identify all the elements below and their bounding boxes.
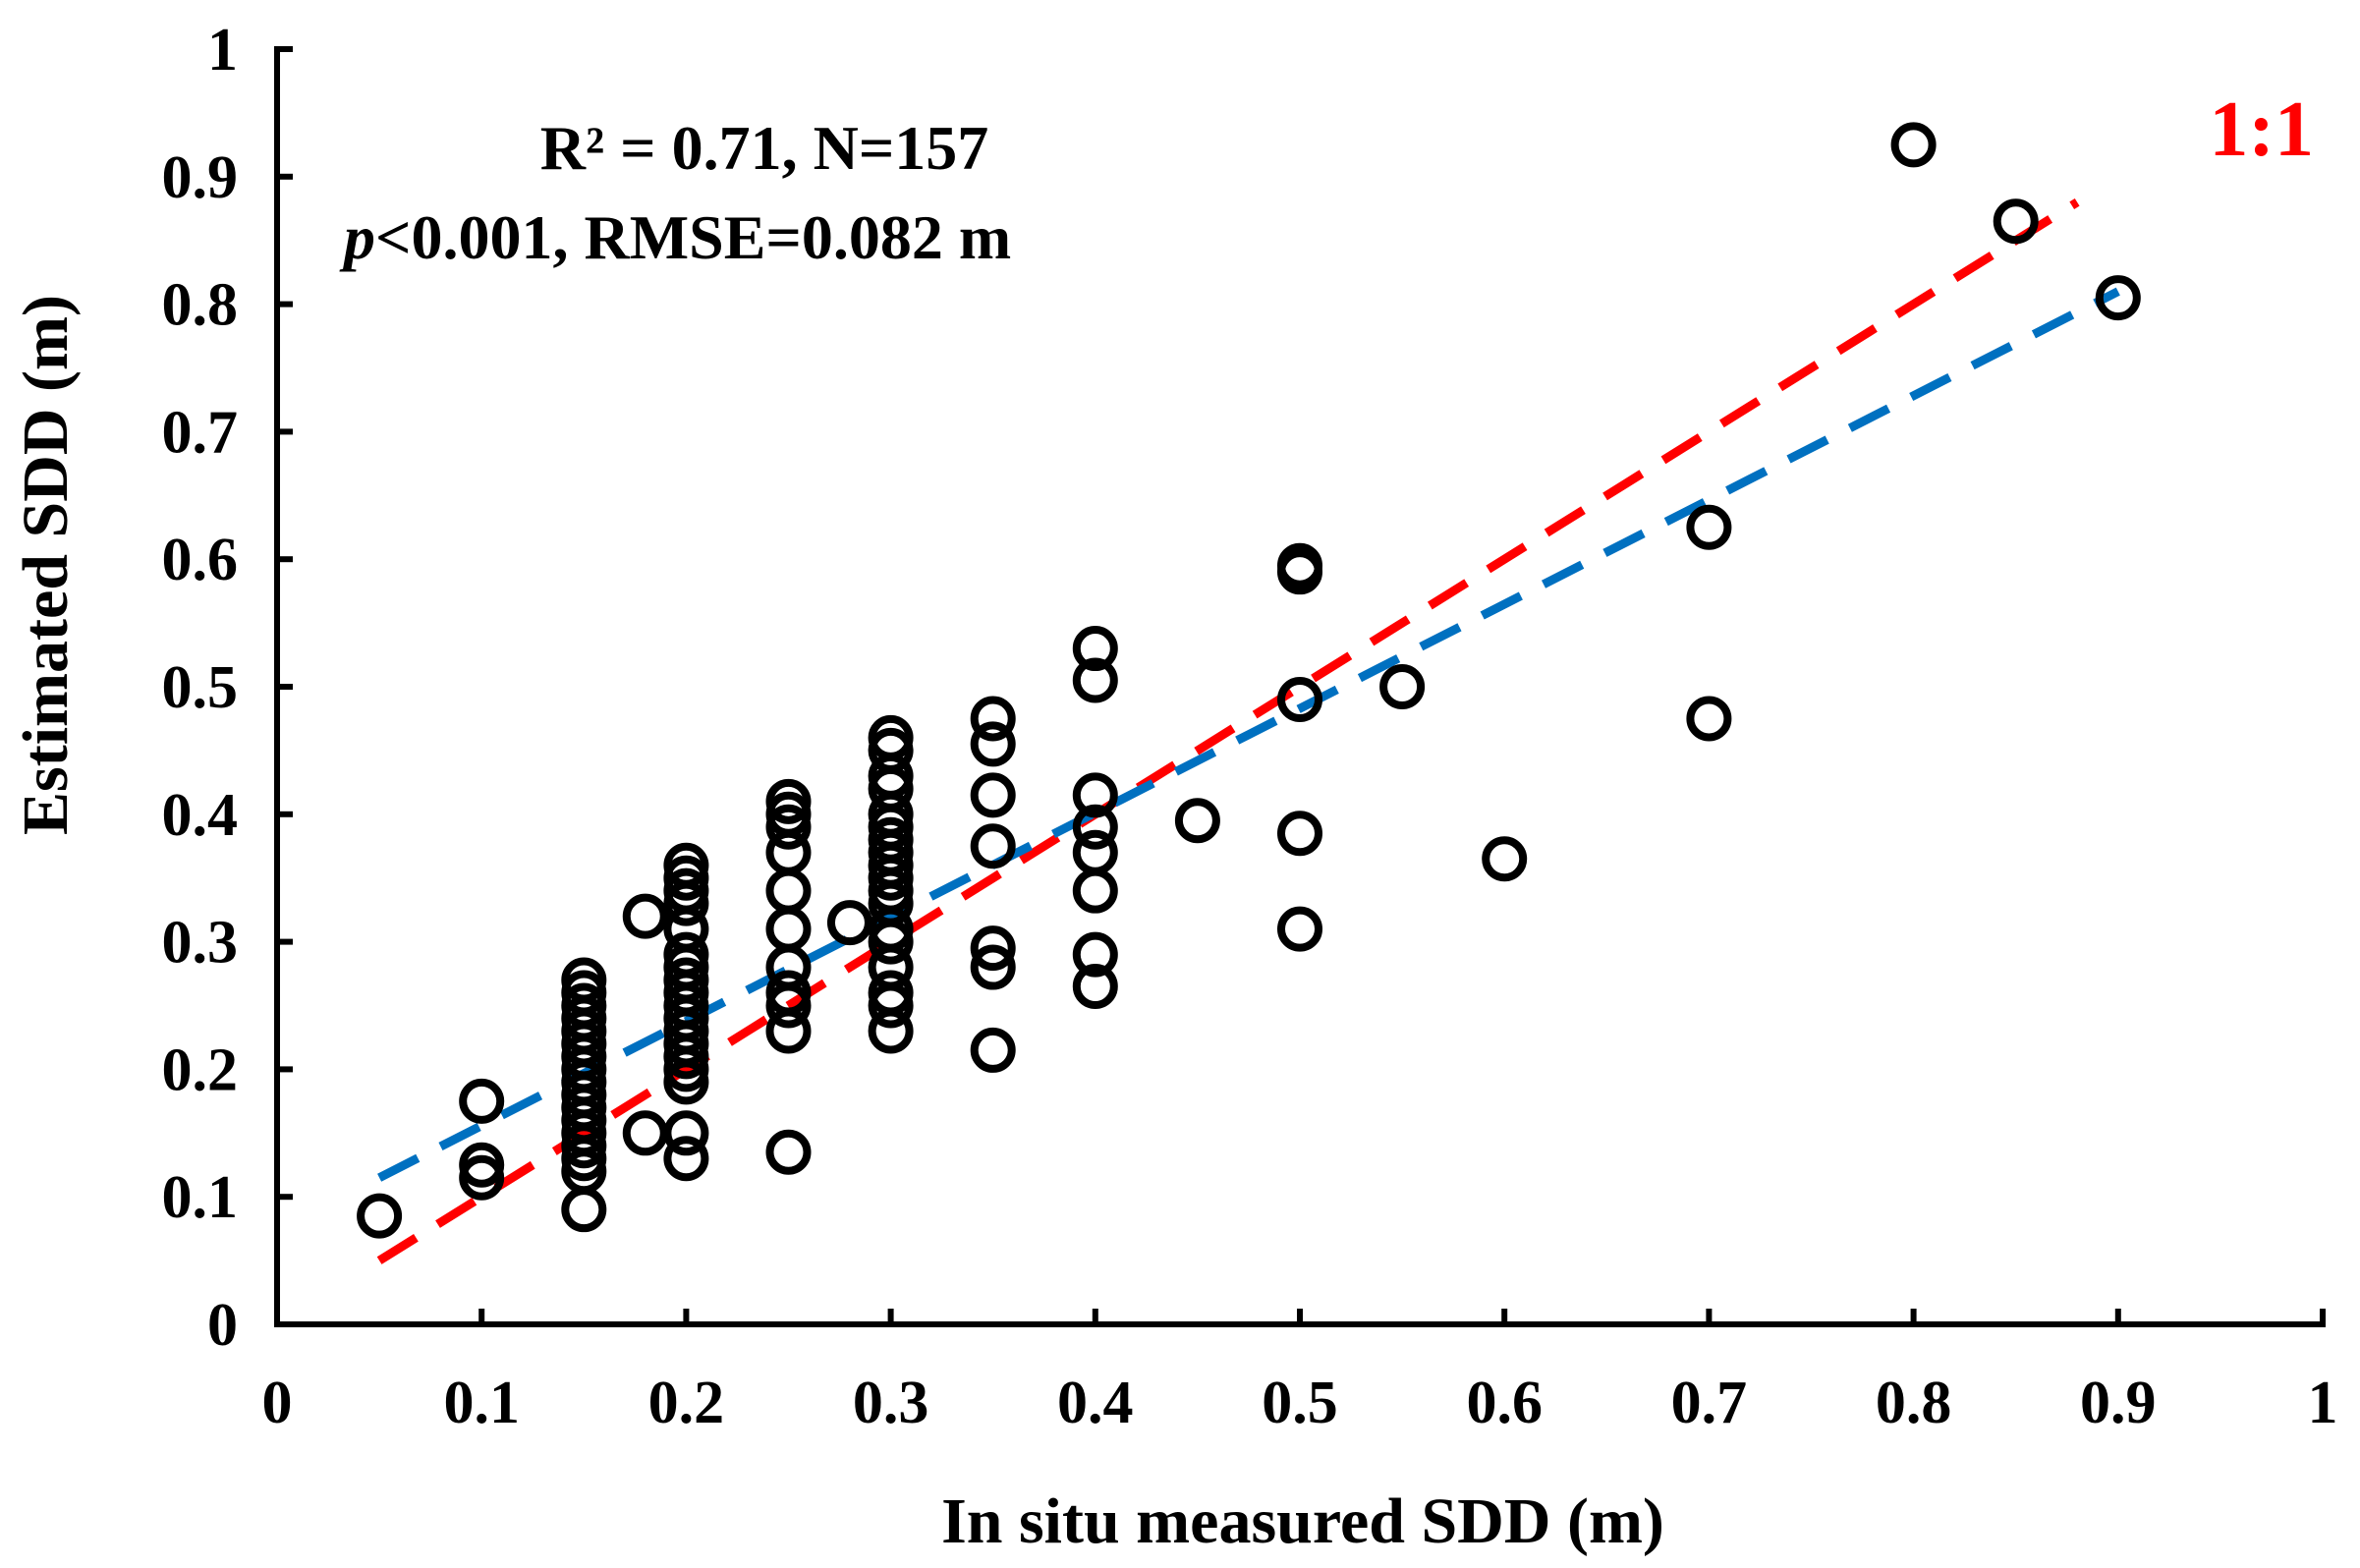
data-point xyxy=(1072,804,1118,850)
data-point xyxy=(868,919,914,965)
data-point xyxy=(765,829,812,875)
x-tick-label: 0.4 xyxy=(1057,1370,1134,1436)
data-point xyxy=(1277,811,1322,857)
data-point xyxy=(868,982,914,1029)
data-point xyxy=(765,906,812,952)
data-point xyxy=(561,1123,607,1169)
data-point xyxy=(1072,931,1118,978)
data-point xyxy=(1277,906,1322,952)
y-tick-label: 0.6 xyxy=(162,527,239,593)
data-point xyxy=(970,925,1016,972)
data-point xyxy=(1277,676,1322,722)
data-point xyxy=(1379,664,1426,709)
data-point xyxy=(1686,696,1732,742)
data-point xyxy=(765,1008,812,1054)
p-value-symbol: p xyxy=(339,202,375,272)
data-point xyxy=(459,1154,505,1201)
y-tick-label: 0.5 xyxy=(162,654,239,721)
data-point xyxy=(826,900,872,946)
data-point xyxy=(1993,198,2039,245)
y-tick-label: 0.1 xyxy=(162,1164,239,1231)
y-tick-label: 0.2 xyxy=(162,1036,239,1103)
stats-line-2-rest: <0.001, RMSE=0.082 m xyxy=(375,202,1011,272)
x-tick-labels: 0 0.1 0.2 0.3 0.4 0.5 0.6 0.7 0.8 0.9 1 xyxy=(262,1370,2338,1436)
data-point xyxy=(1072,626,1118,672)
x-tick-label: 0 xyxy=(262,1370,293,1436)
fitted-line xyxy=(377,287,2120,1182)
y-tick-label: 0 xyxy=(207,1292,238,1359)
x-tick-label: 0.5 xyxy=(1262,1370,1338,1436)
y-tick-label: 0.4 xyxy=(162,782,239,849)
data-point xyxy=(765,868,812,914)
data-point xyxy=(459,1078,505,1124)
data-point xyxy=(970,696,1016,742)
data-point xyxy=(765,778,812,824)
data-point xyxy=(663,1110,709,1156)
data-point xyxy=(970,772,1016,818)
x-tick-label: 1 xyxy=(2308,1370,2338,1436)
data-point xyxy=(663,880,709,926)
data-point xyxy=(1072,772,1118,818)
y-tick-label: 0.8 xyxy=(162,272,239,339)
data-point xyxy=(663,1034,709,1080)
tick-marks xyxy=(277,46,2326,1324)
data-point xyxy=(663,1046,709,1092)
y-tick-label: 0.3 xyxy=(162,910,239,977)
x-tick-label: 0.9 xyxy=(2080,1370,2157,1436)
data-point xyxy=(663,855,709,901)
data-point xyxy=(663,1059,709,1105)
reference-lines xyxy=(376,197,2120,1264)
y-tick-label: 0.7 xyxy=(162,399,239,466)
data-point xyxy=(2095,275,2141,321)
data-point xyxy=(970,721,1016,767)
data-point xyxy=(1072,829,1118,875)
data-point xyxy=(459,1142,505,1188)
data-point xyxy=(622,893,668,939)
data-point xyxy=(1890,122,1937,168)
data-point xyxy=(1072,964,1118,1010)
data-point xyxy=(1174,798,1220,844)
data-point xyxy=(1277,549,1322,595)
y-axis-title: Estimated SDD (m) xyxy=(10,295,82,835)
data-point xyxy=(1072,657,1118,703)
data-points xyxy=(357,122,2141,1239)
x-tick-label: 0.6 xyxy=(1466,1370,1543,1436)
stats-line-1: R² = 0.71, N=157 xyxy=(540,113,989,183)
data-point xyxy=(970,1027,1016,1073)
y-tick-labels: 0 0.1 0.2 0.3 0.4 0.5 0.6 0.7 0.8 0.9 1 xyxy=(162,17,239,1359)
data-point xyxy=(357,1193,403,1239)
data-point xyxy=(765,982,812,1029)
x-axis-title: In situ measured SDD (m) xyxy=(941,1485,1664,1557)
y-tick-label: 0.9 xyxy=(162,144,239,211)
data-point xyxy=(765,804,812,850)
data-point xyxy=(663,1136,709,1182)
one-to-one-label: 1:1 xyxy=(2209,86,2314,173)
y-tick-label: 1 xyxy=(207,17,238,84)
data-point xyxy=(561,1136,607,1182)
x-tick-label: 0.2 xyxy=(648,1370,725,1436)
1-1-line xyxy=(376,197,2080,1264)
data-point xyxy=(868,1008,914,1054)
stats-line-2: p<0.001, RMSE=0.082 m xyxy=(339,202,1011,272)
data-point xyxy=(1686,504,1732,550)
x-tick-label: 0.3 xyxy=(853,1370,929,1436)
data-point xyxy=(622,1110,668,1156)
data-point xyxy=(561,1187,607,1233)
data-point xyxy=(1072,868,1118,914)
x-tick-label: 0.7 xyxy=(1671,1370,1748,1436)
data-point xyxy=(1482,836,1528,882)
data-point xyxy=(970,944,1016,990)
data-point xyxy=(765,1129,812,1175)
data-point xyxy=(868,855,914,901)
x-tick-label: 0.1 xyxy=(443,1370,520,1436)
x-tick-label: 0.8 xyxy=(1876,1370,1952,1436)
data-point xyxy=(970,823,1016,869)
